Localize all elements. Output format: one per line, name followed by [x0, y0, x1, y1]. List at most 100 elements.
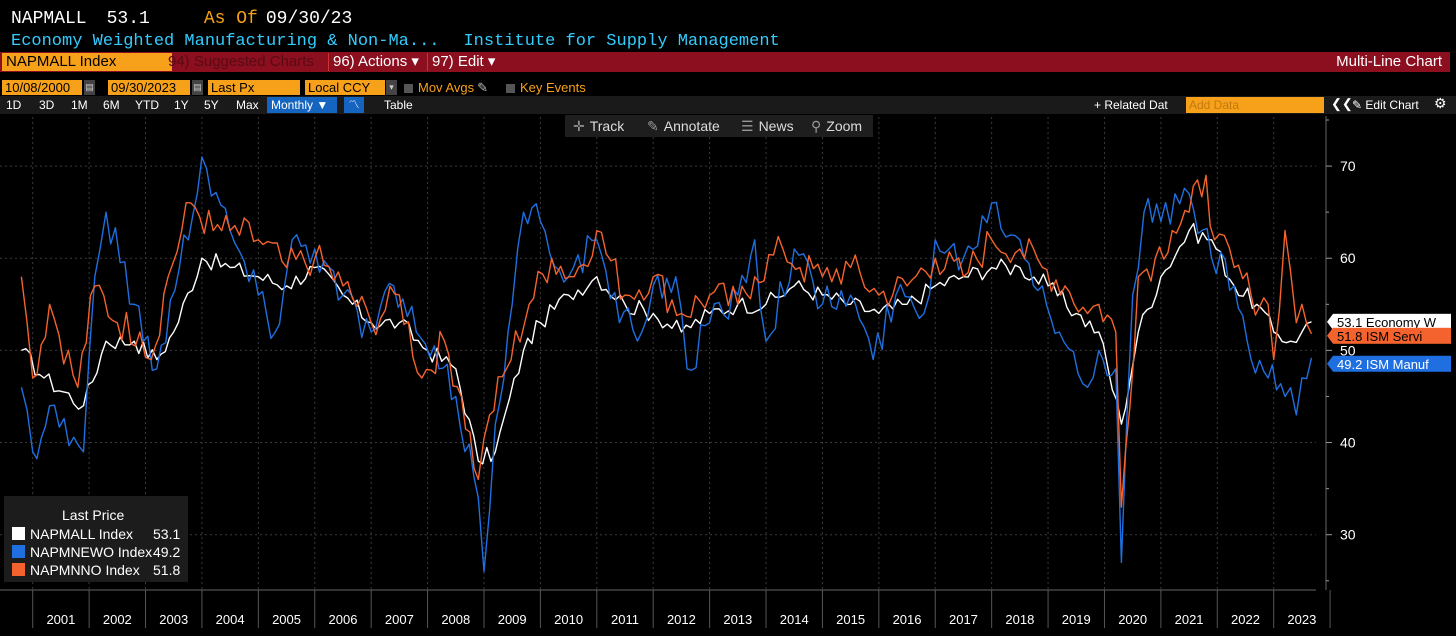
annotate-label: Annotate [663, 118, 720, 134]
x-tick-label: 2019 [1062, 612, 1091, 627]
chart-tools [565, 115, 873, 137]
legend-value: 53.1 [153, 526, 181, 542]
x-tick-label: 2003 [159, 612, 188, 627]
period-max[interactable]: Max [236, 98, 259, 112]
add-data-input[interactable]: Add Data [1186, 97, 1324, 113]
period-5y[interactable]: 5Y [204, 98, 219, 112]
news-label: News [758, 118, 794, 134]
field-select[interactable]: Last Px [208, 80, 300, 95]
ticker-symbol: NAPMALL [11, 9, 87, 29]
legend-swatch [12, 527, 25, 540]
legend-title: Last Price [62, 507, 125, 523]
end-date-field[interactable]: 09/30/2023 [108, 80, 190, 95]
period-1m[interactable]: 1M [71, 98, 88, 112]
edit-menu[interactable]: 97) Edit ▾ [427, 53, 495, 71]
calendar-icon[interactable]: ▤ [192, 80, 203, 95]
track-label: Track [589, 118, 625, 134]
search-icon: ⚲ [811, 118, 822, 134]
pencil-icon: ✎ [647, 118, 659, 134]
chart-type-label: Multi-Line Chart [1336, 53, 1442, 70]
end-value-label: 53.1 Economy W [1327, 313, 1451, 330]
end-value-label: 51.8 ISM Servi [1327, 327, 1451, 344]
crosshair-icon: ✛ [573, 118, 585, 134]
x-tick-label: 2009 [498, 612, 527, 627]
x-tick-label: 2005 [272, 612, 301, 627]
period-1y[interactable]: 1Y [174, 98, 189, 112]
table-view-button[interactable]: Table [384, 98, 413, 112]
x-tick-label: 2008 [441, 612, 470, 627]
actions-menu[interactable]: 96) Actions ▾ [328, 53, 419, 71]
period-3d[interactable]: 3D [39, 98, 55, 112]
mov-avgs-toggle[interactable]: Mov Avgs ✎ [404, 80, 488, 95]
x-tick-label: 2002 [103, 612, 132, 627]
quote-header: NAPMALL 53.1 As Of 09/30/23 [11, 9, 352, 29]
data-source: Institute for Supply Management [463, 32, 780, 51]
x-tick-label: 2022 [1231, 612, 1260, 627]
end-label-pointer [1327, 327, 1333, 344]
pencil-icon: ✎ [477, 80, 489, 95]
legend-swatch [12, 545, 25, 558]
end-label-text: 49.2 ISM Manuf [1337, 357, 1429, 372]
track-tool[interactable]: ✛ Track [573, 117, 624, 135]
x-tick-label: 2012 [667, 612, 696, 627]
index-description: Economy Weighted Manufacturing & Non-Ma.… [11, 32, 440, 51]
edit-chart-button[interactable]: ✎ Edit Chart [1352, 98, 1419, 112]
suggested-charts-button[interactable]: 94) Suggested Charts [168, 53, 314, 70]
last-price: 53.1 [106, 9, 150, 29]
chevron-down-icon[interactable]: ▾ [386, 80, 397, 95]
annotate-tool[interactable]: ✎ Annotate [647, 117, 720, 135]
y-tick-label: 40 [1340, 435, 1356, 451]
x-tick-label: 2007 [385, 612, 414, 627]
x-tick-label: 2015 [836, 612, 865, 627]
x-tick-label: 2006 [329, 612, 358, 627]
x-tick-label: 2016 [893, 612, 922, 627]
y-tick-label: 70 [1340, 158, 1356, 174]
x-tick-label: 2004 [216, 612, 245, 627]
checkbox-icon [506, 84, 515, 94]
news-icon: ☰ [741, 118, 754, 134]
y-tick-label: 60 [1340, 250, 1356, 266]
news-tool[interactable]: ☰ News [741, 117, 794, 135]
zoom-tool[interactable]: ⚲ Zoom [811, 117, 862, 135]
period-6m[interactable]: 6M [103, 98, 120, 112]
x-tick-label: 2014 [780, 612, 809, 627]
x-tick-label: 2013 [723, 612, 752, 627]
period-bar [0, 96, 1456, 114]
frequency-select[interactable]: Monthly ▼ [267, 97, 337, 113]
security-input[interactable]: NAPMALL Index [2, 53, 172, 71]
series-line-napmnno [20, 174, 1313, 508]
key-events-toggle[interactable]: Key Events [506, 80, 586, 95]
legend-swatch [12, 563, 25, 576]
gear-icon[interactable]: ⚙ [1434, 95, 1447, 111]
x-tick-label: 2021 [1175, 612, 1204, 627]
currency-select[interactable]: Local CCY [305, 80, 385, 95]
period-1d[interactable]: 1D [6, 98, 22, 112]
collapse-icon[interactable]: ❮❮ [1331, 96, 1353, 111]
zoom-label: Zoom [826, 118, 863, 134]
line-chart-icon[interactable]: 〽 [344, 97, 364, 113]
checkbox-icon [404, 84, 413, 94]
legend-box [4, 496, 188, 582]
as-of-label: As Of [203, 9, 258, 29]
x-tick-label: 2023 [1287, 612, 1316, 627]
legend-value: 51.8 [153, 562, 181, 578]
description-line: Economy Weighted Manufacturing & Non-Ma.… [11, 32, 780, 51]
x-tick-label: 2010 [554, 612, 583, 627]
y-tick-label: 50 [1340, 342, 1356, 358]
end-label-pointer [1327, 313, 1333, 330]
x-tick-label: 2001 [46, 612, 75, 627]
y-tick-label: 30 [1340, 527, 1356, 543]
related-data-button[interactable]: + Related Dat [1094, 98, 1168, 112]
x-tick-label: 2017 [949, 612, 978, 627]
legend-name: NAPMNEWO Index [30, 544, 153, 560]
x-tick-label: 2018 [1005, 612, 1034, 627]
key-events-label: Key Events [520, 80, 586, 95]
end-label-pointer [1327, 355, 1333, 372]
end-label-bg [1333, 327, 1451, 344]
start-date-field[interactable]: 10/08/2000 [2, 80, 82, 95]
period-ytd[interactable]: YTD [135, 98, 159, 112]
series-line-napmnewo [20, 156, 1313, 573]
calendar-icon[interactable]: ▤ [84, 80, 95, 95]
legend-name: NAPMNNO Index [30, 562, 140, 578]
